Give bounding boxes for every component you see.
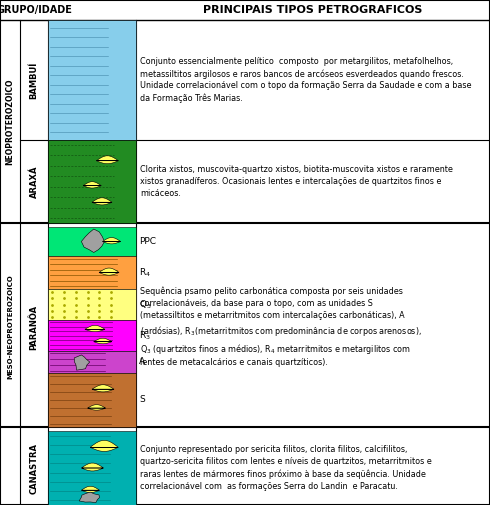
Polygon shape [88, 405, 106, 410]
Text: S: S [139, 395, 145, 405]
Bar [48, 351, 136, 373]
Polygon shape [94, 338, 112, 344]
Text: A: A [139, 358, 145, 367]
Polygon shape [74, 355, 90, 370]
Polygon shape [102, 237, 121, 244]
Bar [48, 320, 136, 351]
Polygon shape [85, 325, 105, 332]
Text: CANASTRA: CANASTRA [29, 442, 39, 493]
Text: PARANÔA: PARANÔA [29, 305, 39, 349]
Polygon shape [83, 182, 101, 188]
Polygon shape [90, 440, 118, 451]
Bar [48, 289, 136, 320]
Bar [48, 140, 136, 223]
Text: PRINCIPAIS TIPOS PETROGRAFICOS: PRINCIPAIS TIPOS PETROGRAFICOS [203, 5, 423, 15]
Text: Conjunto representado por sericita filitos, clorita filitos, calcifilitos,
quart: Conjunto representado por sericita filit… [140, 445, 432, 490]
Bar [48, 227, 136, 256]
Bar [48, 373, 136, 427]
Polygon shape [81, 229, 104, 252]
Text: NEOPROTEROZOICO: NEOPROTEROZOICO [5, 78, 15, 165]
Text: ARAXÁ: ARAXÁ [29, 165, 39, 198]
Text: PPC: PPC [139, 237, 156, 246]
Bar [48, 20, 136, 140]
Text: Clorita xistos, muscovita-quartzo xistos, biotita-muscovita xistos e raramente
x: Clorita xistos, muscovita-quartzo xistos… [140, 165, 453, 198]
Polygon shape [81, 486, 99, 492]
Polygon shape [97, 156, 119, 164]
Polygon shape [81, 463, 103, 471]
Text: Conjunto essencialmente pelítico  composto  por metargilitos, metafolhelhos,
met: Conjunto essencialmente pelítico compost… [140, 57, 471, 103]
Polygon shape [79, 492, 99, 502]
Text: BAMBUÍ: BAMBUÍ [29, 62, 39, 98]
Text: Sequência psamo pelito carbonática composta por seis unidades
correlacionáveis, : Sequência psamo pelito carbonática compo… [140, 286, 422, 368]
Polygon shape [99, 268, 119, 275]
Text: R$_3$: R$_3$ [139, 329, 151, 342]
Text: MESO-NEOPROTEROZOICO: MESO-NEOPROTEROZOICO [7, 275, 13, 379]
Bar [48, 431, 136, 505]
Text: Q$_3$: Q$_3$ [139, 298, 152, 311]
Polygon shape [92, 385, 114, 392]
Polygon shape [92, 198, 112, 205]
Text: R$_4$: R$_4$ [139, 266, 151, 279]
Text: GRUPO/IDADE: GRUPO/IDADE [0, 5, 72, 15]
Bar [48, 256, 136, 289]
